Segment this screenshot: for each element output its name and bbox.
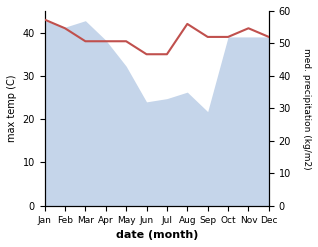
X-axis label: date (month): date (month) — [115, 230, 198, 240]
Y-axis label: med. precipitation (kg/m2): med. precipitation (kg/m2) — [302, 48, 311, 169]
Y-axis label: max temp (C): max temp (C) — [7, 75, 17, 142]
